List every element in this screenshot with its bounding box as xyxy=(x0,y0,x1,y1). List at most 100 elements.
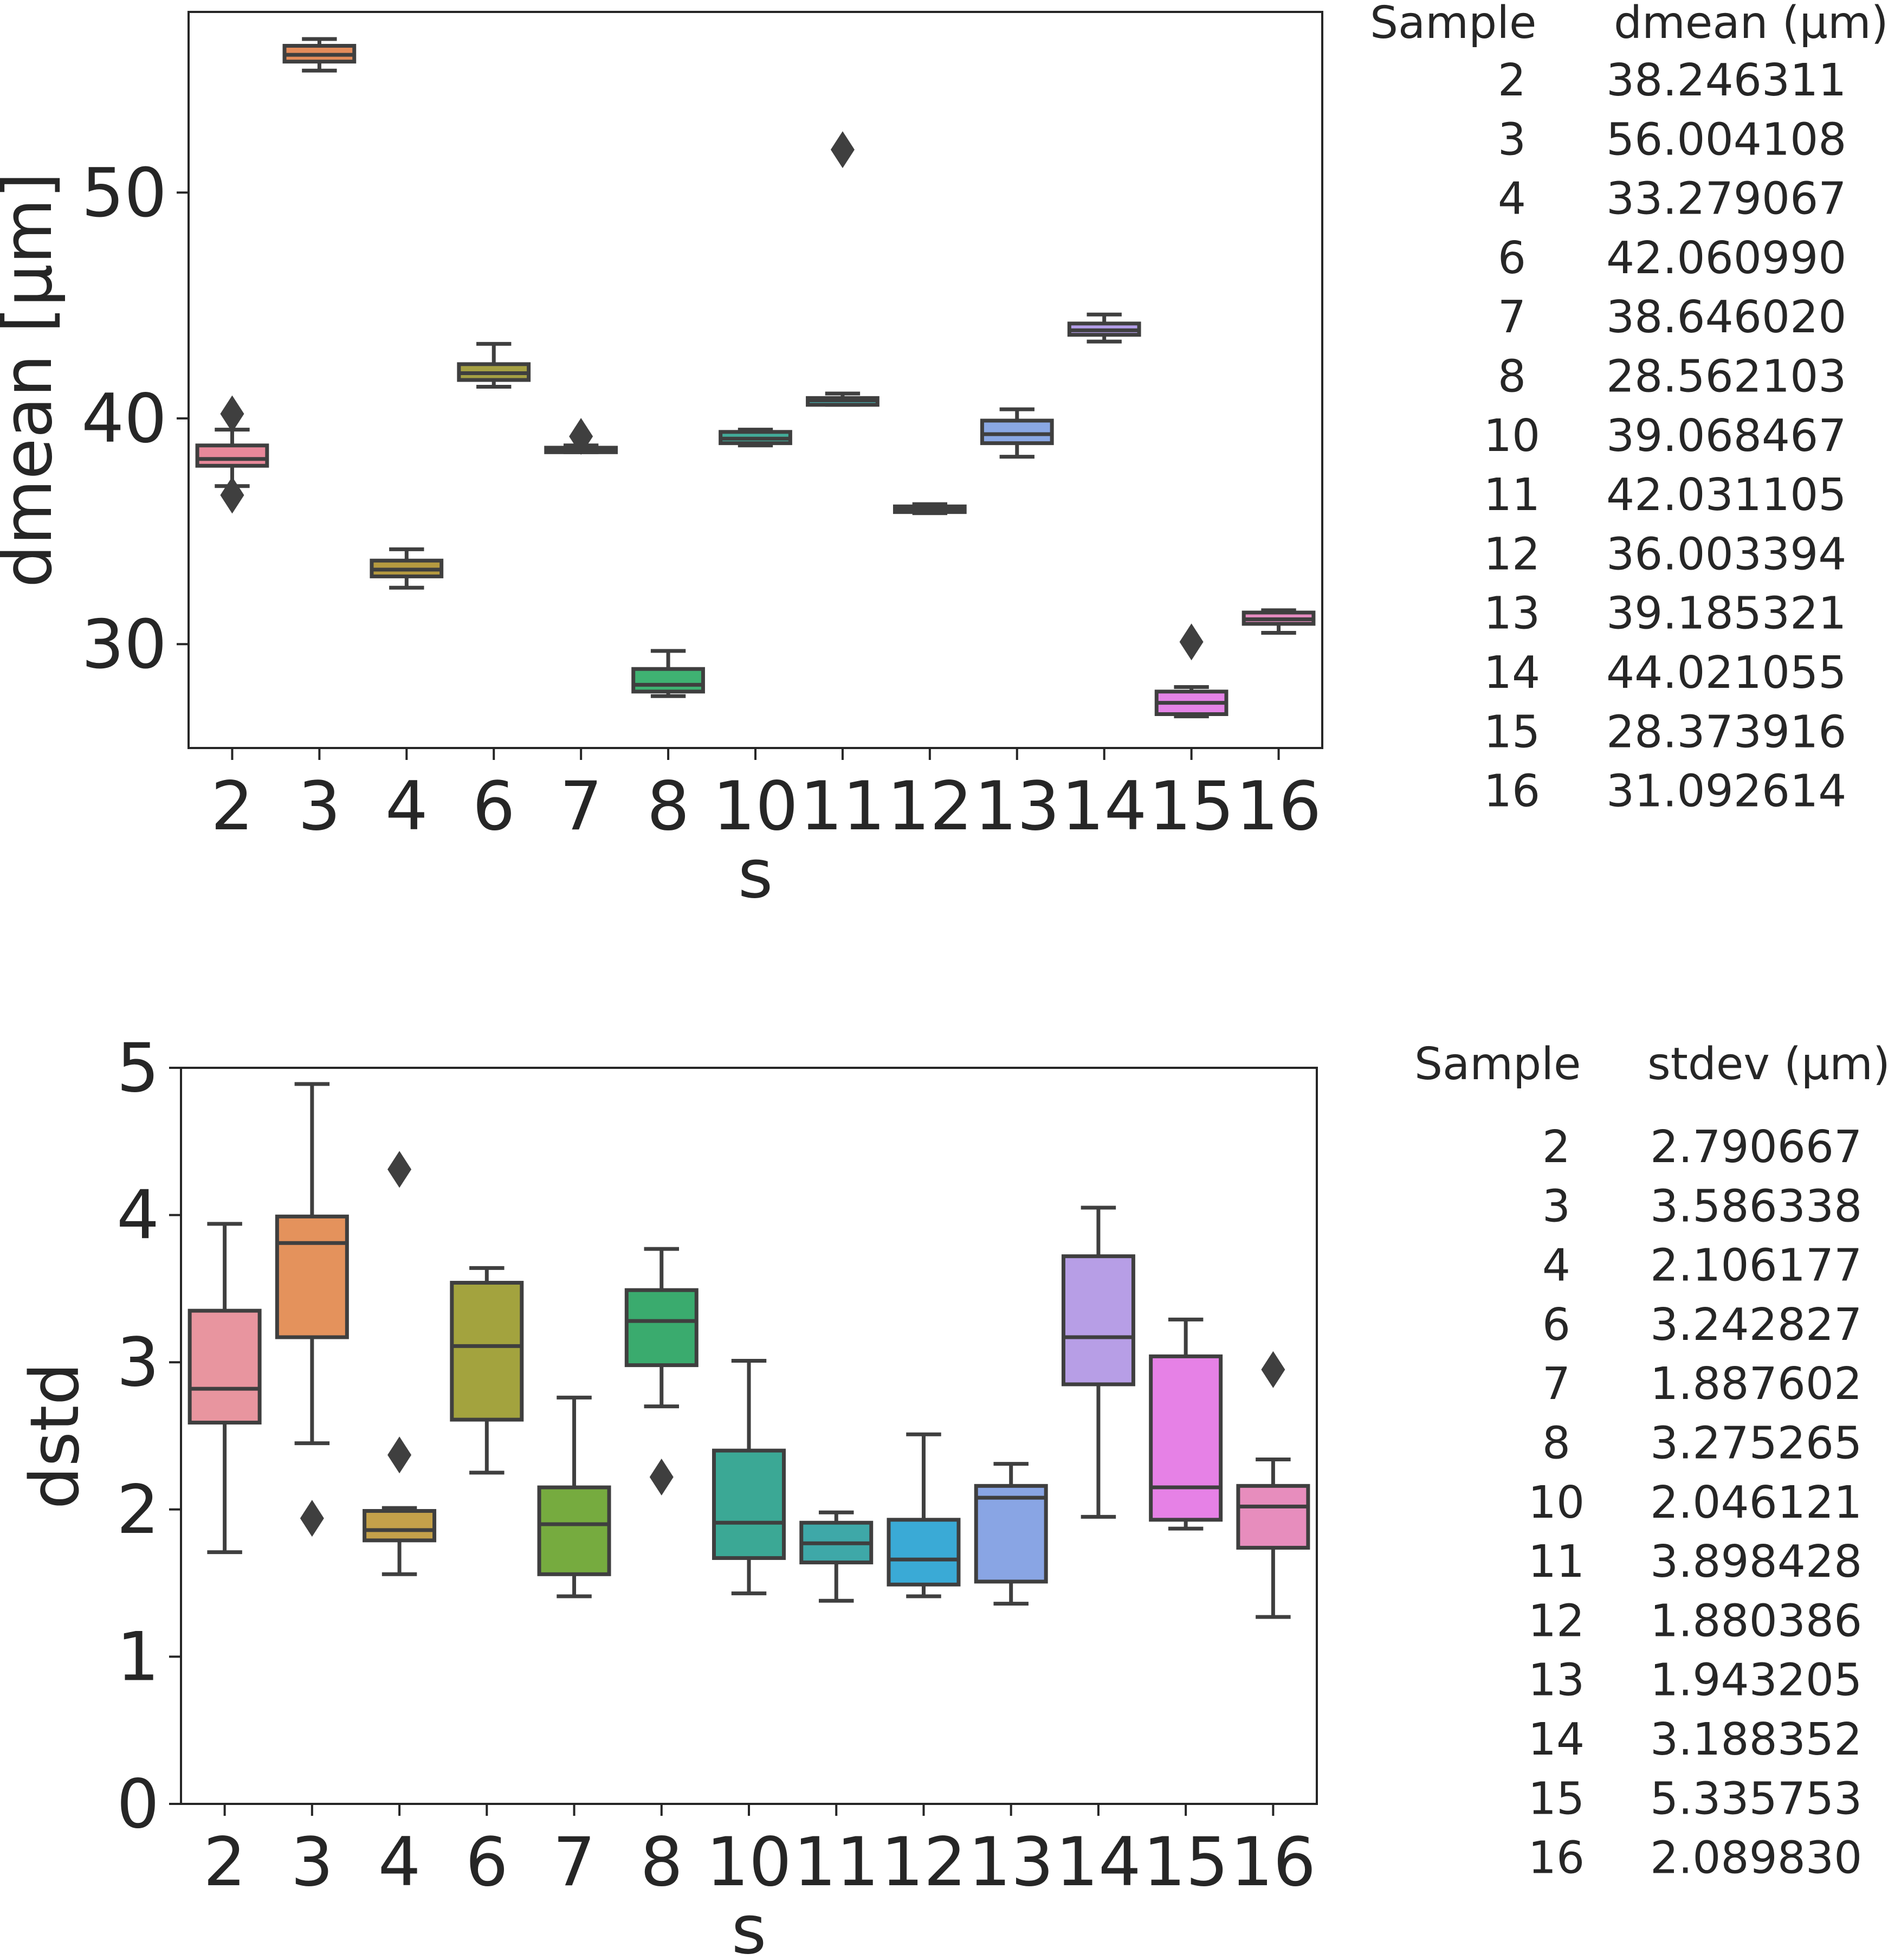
outlier-point xyxy=(220,476,244,514)
table-value-cell: 3.242827 xyxy=(1650,1299,1862,1351)
table-sample-cell: 4 xyxy=(1498,173,1526,225)
table-sample-cell: 3 xyxy=(1542,1181,1570,1232)
box-group xyxy=(1061,1205,1135,1519)
iqr-box xyxy=(1061,1254,1135,1387)
dmean-summary-table: Sample dmean (µm) 2 38.246311 3 56.004108 4 33.… xyxy=(1370,0,1889,817)
table-sample-cell: 8 xyxy=(1542,1418,1570,1469)
iqr-box xyxy=(195,443,269,468)
x-tick-label: 13 xyxy=(974,768,1060,846)
dmean-boxplot-chart: 30 40 50 2 3 4 6 7 8 10 11 12 13 14 15 16 s dmean [µm] xyxy=(0,11,1323,913)
outlier-point xyxy=(569,418,593,455)
x-axis-label: s xyxy=(732,1891,767,1960)
table-sample-cell: 4 xyxy=(1542,1240,1570,1292)
x-tick-label: 4 xyxy=(385,768,428,846)
table-sample-cell: 11 xyxy=(1484,469,1540,521)
x-tick-label: 7 xyxy=(553,1823,596,1901)
table-header-value: dmean (µm) xyxy=(1614,0,1889,49)
box-group xyxy=(887,1432,961,1598)
outlier-point xyxy=(830,131,855,169)
table-sample-cell: 2 xyxy=(1498,55,1526,106)
table-value-cell: 3.898428 xyxy=(1650,1536,1862,1588)
iqr-box xyxy=(275,1214,349,1339)
box-group xyxy=(282,37,357,73)
table-sample-cell: 7 xyxy=(1542,1358,1570,1410)
table-sample-cell: 7 xyxy=(1498,292,1526,343)
x-tick-label: 6 xyxy=(473,768,515,846)
box-group xyxy=(370,547,444,590)
box-group xyxy=(1236,1351,1310,1619)
iqr-box xyxy=(537,1485,611,1576)
table-value-cell: 1.887602 xyxy=(1650,1358,1862,1410)
x-tick-label: 8 xyxy=(640,1823,683,1901)
box-group xyxy=(1154,623,1228,719)
outlier-point xyxy=(1261,1351,1285,1388)
iqr-box xyxy=(980,418,1054,446)
y-tick-label: 2 xyxy=(117,1471,159,1549)
table-sample-cell: 13 xyxy=(1528,1655,1585,1706)
box-group xyxy=(275,1082,349,1537)
table-sample-cell: 2 xyxy=(1542,1121,1570,1173)
table-sample-cell: 10 xyxy=(1528,1477,1585,1529)
y-axis-label: dmean [µm] xyxy=(0,172,67,588)
x-tick-label: 3 xyxy=(298,768,341,846)
box-group xyxy=(712,1358,786,1596)
table-sample-cell: 12 xyxy=(1484,528,1540,580)
box-group xyxy=(980,407,1054,459)
y-tick-label: 0 xyxy=(117,1765,159,1843)
x-tick-label: 16 xyxy=(1230,1823,1316,1901)
box-group xyxy=(1149,1317,1223,1531)
iqr-box xyxy=(1236,1484,1310,1550)
outlier-point xyxy=(649,1459,674,1496)
table-value-cell: 1.880386 xyxy=(1650,1595,1862,1647)
table-value-cell: 42.060990 xyxy=(1606,233,1846,284)
x-tick-label: 11 xyxy=(800,768,885,846)
x-tick-label: 11 xyxy=(793,1823,879,1901)
y-tick-label: 5 xyxy=(117,1029,159,1107)
table-value-cell: 28.562103 xyxy=(1606,351,1846,403)
table-header-sample: Sample xyxy=(1414,1039,1581,1090)
box-group xyxy=(799,1510,874,1603)
x-tick-label: 4 xyxy=(378,1823,421,1901)
box-group xyxy=(187,1222,262,1555)
box-group xyxy=(1242,608,1316,635)
x-tick-label: 6 xyxy=(465,1823,508,1901)
x-tick-label: 2 xyxy=(203,1823,246,1901)
box-group xyxy=(893,502,967,515)
table-sample-cell: 13 xyxy=(1484,588,1540,640)
table-value-cell: 3.275265 xyxy=(1650,1418,1862,1469)
y-axis-label: dstd xyxy=(16,1363,94,1510)
outlier-point xyxy=(387,1436,412,1474)
x-tick-label: 10 xyxy=(706,1823,792,1901)
box-group xyxy=(457,341,531,389)
table-value-cell: 3.586338 xyxy=(1650,1181,1862,1232)
table-sample-cell: 15 xyxy=(1528,1773,1585,1824)
x-tick-label: 10 xyxy=(713,768,798,846)
x-tick-label: 2 xyxy=(211,768,254,846)
x-tick-label: 3 xyxy=(290,1823,333,1901)
y-tick-label: 4 xyxy=(117,1177,159,1255)
y-tick-label: 1 xyxy=(117,1618,159,1696)
table-value-cell: 44.021055 xyxy=(1606,647,1846,699)
box-group xyxy=(537,1395,611,1598)
table-sample-cell: 3 xyxy=(1498,114,1526,165)
table-sample-cell: 6 xyxy=(1498,233,1526,284)
box-group xyxy=(624,1247,699,1496)
iqr-box xyxy=(712,1448,786,1560)
table-value-cell: 28.373916 xyxy=(1606,706,1846,758)
table-value-cell: 38.246311 xyxy=(1606,55,1846,106)
x-tick-label: 12 xyxy=(881,1823,967,1901)
table-value-cell: 33.279067 xyxy=(1606,173,1846,225)
table-value-cell: 5.335753 xyxy=(1650,1773,1862,1824)
box-group xyxy=(450,1266,524,1475)
x-tick-label: 12 xyxy=(887,768,973,846)
box-group xyxy=(719,428,792,448)
table-sample-cell: 6 xyxy=(1542,1299,1570,1351)
iqr-box xyxy=(624,1288,699,1368)
outlier-point xyxy=(220,395,244,433)
table-sample-cell: 12 xyxy=(1528,1595,1585,1647)
box-group xyxy=(1067,312,1141,344)
box-group xyxy=(631,649,705,698)
table-value-cell: 39.068467 xyxy=(1606,410,1846,462)
outlier-point xyxy=(387,1151,412,1188)
